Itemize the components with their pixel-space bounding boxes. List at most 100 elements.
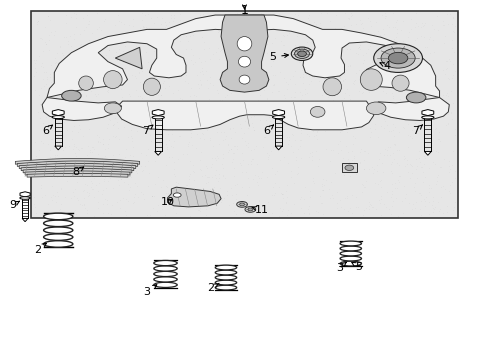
Point (248, 42, 256, 48)
Point (186, 33, 194, 39)
Point (156, 37, 164, 42)
Point (283, 86, 290, 91)
Point (263, 95, 271, 101)
Point (384, 109, 392, 115)
Point (161, 85, 168, 90)
Point (388, 150, 396, 156)
Point (112, 102, 120, 107)
Point (32, 69, 40, 75)
Point (415, 117, 423, 123)
Point (435, 207, 443, 212)
Ellipse shape (406, 92, 425, 103)
Point (60, 52, 67, 58)
Point (406, 16, 414, 22)
Point (215, 176, 223, 181)
Point (204, 174, 212, 180)
Point (304, 211, 312, 217)
Point (90, 194, 98, 200)
Point (203, 86, 211, 91)
Point (380, 14, 388, 19)
Point (112, 108, 120, 113)
Point (264, 154, 271, 160)
Point (398, 48, 406, 54)
Point (319, 187, 326, 193)
Point (131, 180, 139, 186)
Ellipse shape (323, 78, 341, 96)
Point (249, 127, 257, 133)
Point (365, 199, 372, 205)
Point (269, 125, 277, 131)
Point (90, 213, 98, 219)
Point (180, 191, 188, 197)
Point (410, 120, 418, 126)
Point (135, 69, 142, 75)
Point (432, 174, 440, 180)
Point (322, 45, 330, 51)
Point (80, 27, 88, 33)
Point (344, 99, 352, 105)
Point (128, 23, 136, 28)
Point (193, 73, 201, 78)
Ellipse shape (143, 78, 160, 95)
Point (88, 149, 96, 154)
Point (152, 208, 160, 213)
Point (281, 201, 289, 206)
Point (114, 12, 122, 18)
Point (121, 165, 129, 171)
Point (103, 141, 111, 147)
Point (240, 138, 248, 144)
Point (311, 33, 319, 39)
Point (371, 19, 379, 25)
Point (317, 92, 325, 98)
Point (358, 112, 366, 118)
Point (389, 121, 397, 127)
Point (141, 124, 149, 130)
Point (252, 87, 260, 93)
Point (346, 10, 354, 16)
Point (41, 24, 48, 30)
Point (211, 175, 219, 181)
Point (429, 206, 437, 212)
Point (424, 185, 431, 191)
Point (287, 168, 295, 174)
Point (189, 52, 197, 58)
Point (217, 199, 225, 205)
Point (202, 68, 209, 74)
Point (319, 187, 326, 193)
Point (108, 133, 116, 139)
Point (30, 201, 38, 207)
Point (300, 210, 307, 215)
Point (240, 208, 247, 213)
Point (345, 16, 353, 22)
Point (48, 155, 56, 161)
Point (365, 125, 373, 131)
Point (284, 160, 291, 166)
Ellipse shape (339, 251, 361, 256)
Point (126, 152, 134, 157)
Point (234, 31, 242, 37)
Point (287, 131, 295, 136)
Point (371, 121, 379, 127)
Point (48, 98, 56, 104)
Point (297, 130, 305, 136)
Point (424, 66, 431, 72)
Point (196, 157, 203, 163)
Point (359, 89, 366, 95)
Point (363, 32, 371, 37)
Point (359, 148, 367, 154)
Point (120, 123, 128, 129)
Point (274, 120, 282, 126)
Point (352, 168, 360, 174)
Point (55, 207, 62, 213)
Point (74, 146, 82, 152)
Point (244, 125, 251, 131)
Point (182, 205, 190, 211)
Point (416, 206, 424, 212)
Point (390, 24, 398, 30)
Point (223, 192, 230, 198)
Point (424, 101, 431, 107)
Point (392, 73, 400, 78)
Polygon shape (152, 109, 164, 116)
Point (201, 172, 208, 178)
Point (211, 155, 219, 161)
